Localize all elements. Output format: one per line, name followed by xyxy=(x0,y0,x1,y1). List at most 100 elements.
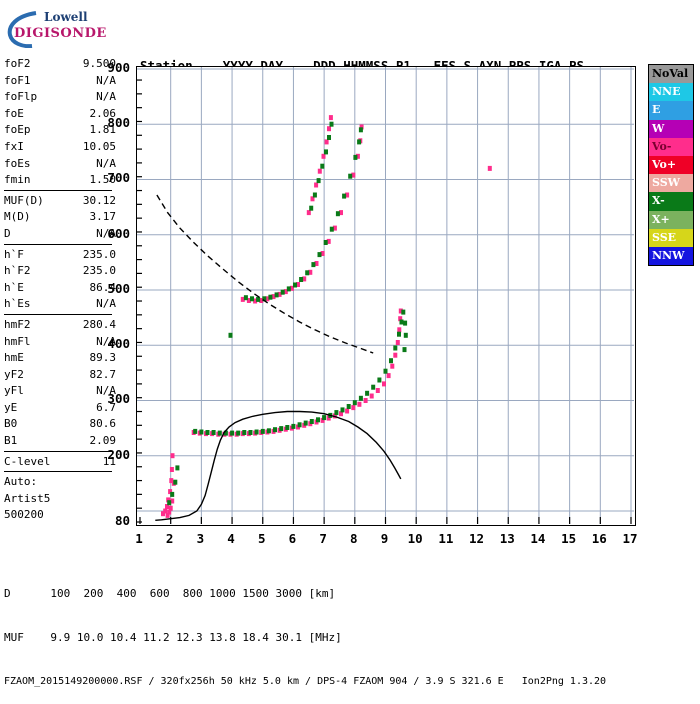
param-row: h`E 86.4 xyxy=(4,280,116,297)
param-value: 11 xyxy=(102,454,116,468)
y-axis-tick-label: 400 xyxy=(107,336,130,352)
legend-item-x-[interactable]: X- xyxy=(649,192,693,211)
param-value: N/A xyxy=(96,73,116,87)
footer-distance-row: D 100 200 400 600 800 1000 1500 3000 [km… xyxy=(4,587,336,601)
param-key: h`F xyxy=(4,247,24,261)
param-value: N/A xyxy=(96,297,116,311)
param-value: N/A xyxy=(96,334,116,348)
x-axis-tick-label: 13 xyxy=(499,531,515,546)
x-axis-tick-label: 1 xyxy=(135,531,143,546)
param-row: MUF(D) 30.12 xyxy=(4,193,116,210)
param-key: C-level xyxy=(4,454,51,468)
legend-item-e[interactable]: E xyxy=(649,101,693,120)
legend-item-x-[interactable]: X+ xyxy=(649,210,693,229)
legend-item-nne[interactable]: NNE xyxy=(649,83,693,102)
param-row: yF2 82.7 xyxy=(4,367,116,384)
y-axis-tick-label: 80 xyxy=(114,513,130,528)
param-divider xyxy=(4,313,112,315)
param-row: h`F 235.0 xyxy=(4,247,116,264)
x-axis-tick-label: 10 xyxy=(407,531,423,546)
param-value: 2.09 xyxy=(89,434,117,448)
param-footer-line: Auto: xyxy=(4,475,38,489)
y-axis-tick-label: 500 xyxy=(107,280,130,296)
param-key: foFlp xyxy=(4,90,38,104)
ionogram-parameter-table: foF2 9.500 foF1 N/A foFlp N/A foE 2.06 foEp 1.81 f… xyxy=(4,56,116,524)
x-axis-tick-label: 16 xyxy=(591,531,607,546)
x-axis-tick-label: 15 xyxy=(561,531,577,546)
param-divider xyxy=(4,243,112,245)
y-axis-tick-label: 200 xyxy=(107,446,130,462)
param-key: foF2 xyxy=(4,57,31,70)
x-axis-tick-label: 2 xyxy=(165,531,174,546)
param-row: B1 2.09 xyxy=(4,433,116,450)
legend-item-ssw[interactable]: SSW xyxy=(649,174,693,193)
x-axis-tick-label: 7 xyxy=(319,531,327,546)
param-row: yFl N/A xyxy=(4,383,116,400)
param-value: 89.3 xyxy=(89,351,117,365)
footer-muf-row: MUF 9.9 10.0 10.4 11.2 12.3 13.8 18.4 30… xyxy=(4,630,342,644)
legend-item-vo-[interactable]: Vo- xyxy=(649,137,693,156)
param-key: foEp xyxy=(4,123,31,137)
param-value: N/A xyxy=(96,226,116,240)
ionogram-canvas xyxy=(137,67,634,524)
param-row: fmin 1.50 xyxy=(4,172,116,189)
param-row: foF2 9.500 xyxy=(4,56,116,73)
param-divider xyxy=(4,450,112,452)
legend-item-noval[interactable]: NoVal xyxy=(649,65,693,84)
legend-item-vo-[interactable]: Vo+ xyxy=(649,155,693,175)
param-row: C-level 11 xyxy=(4,454,116,471)
param-key: hmE xyxy=(4,351,24,365)
footer-info: D 100 200 400 600 800 1000 1500 3000 [km… xyxy=(4,558,606,704)
param-value: 6.7 xyxy=(96,400,116,414)
y-axis-tick-label: 700 xyxy=(107,170,130,186)
param-row: h`F2 235.0 xyxy=(4,263,116,280)
x-axis-tick-label: 9 xyxy=(380,531,389,546)
param-key: B0 xyxy=(4,417,18,431)
param-key: B1 xyxy=(4,434,18,448)
param-value: 30.12 xyxy=(82,193,116,207)
param-value: 1.50 xyxy=(89,173,117,187)
param-divider xyxy=(4,189,112,191)
legend-item-sse[interactable]: SSE xyxy=(649,228,693,247)
y-axis-tick-label: 900 xyxy=(107,60,130,75)
param-row: foFlp N/A xyxy=(4,89,116,106)
param-value: 80.6 xyxy=(89,417,117,431)
param-row: foE 2.06 xyxy=(4,106,116,123)
param-row: h`Es N/A xyxy=(4,296,116,313)
param-row: hmF2 280.4 xyxy=(4,317,116,334)
series-o-trace-vo- xyxy=(161,115,492,518)
direction-color-legend: NoVal NNE E W Vo- Vo+ SSW X- X+ SSE NNW xyxy=(648,64,694,267)
param-row: hmE 89.3 xyxy=(4,350,116,367)
legend-item-nnw[interactable]: NNW xyxy=(649,246,693,266)
param-key: fxI xyxy=(4,139,24,153)
lowell-digisonde-logo: Lowell DIGISONDE xyxy=(6,8,116,48)
param-row: foEp 1.81 xyxy=(4,122,116,139)
series-electron-density-profile xyxy=(155,410,402,521)
param-row: hmFl N/A xyxy=(4,334,116,351)
x-axis-tick-label: 6 xyxy=(288,531,297,546)
param-key: hmFl xyxy=(4,334,31,348)
param-key: yFl xyxy=(4,384,24,398)
ionogram-plot xyxy=(136,66,636,526)
param-value: 235.0 xyxy=(82,264,116,278)
param-key: D xyxy=(4,226,11,240)
legend-item-w[interactable]: W xyxy=(649,119,693,138)
x-axis-tick-label: 4 xyxy=(227,531,235,546)
axis-minor-ticks xyxy=(137,79,632,524)
param-key: hmF2 xyxy=(4,317,31,331)
param-row: M(D) 3.17 xyxy=(4,209,116,226)
param-value: 82.7 xyxy=(89,367,117,381)
param-row: foF1 N/A xyxy=(4,73,116,90)
param-value: 86.4 xyxy=(89,280,117,294)
param-row: yE 6.7 xyxy=(4,400,116,417)
param-key: foEs xyxy=(4,156,31,170)
logo-digisonde-text: DIGISONDE xyxy=(14,26,107,41)
logo-arc-icon xyxy=(7,11,37,48)
param-row: B0 80.6 xyxy=(4,416,116,433)
x-axis-tick-label: 5 xyxy=(257,531,266,546)
param-divider xyxy=(4,471,112,473)
param-value: N/A xyxy=(96,384,116,398)
x-axis-tick-label: 3 xyxy=(196,531,205,546)
param-key: yF2 xyxy=(4,367,24,381)
param-key: h`F2 xyxy=(4,264,31,278)
